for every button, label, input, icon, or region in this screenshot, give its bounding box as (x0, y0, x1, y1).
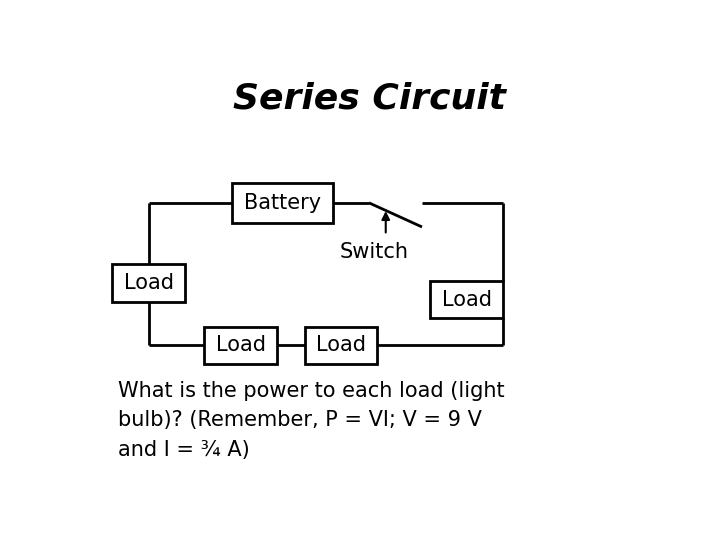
Bar (204, 327, 277, 364)
Text: Load: Load (216, 335, 266, 355)
Text: What is the power to each load (light
bulb)? (Remember, P = VI; V = 9 V
and I = : What is the power to each load (light bu… (118, 381, 505, 460)
Text: Battery: Battery (244, 193, 321, 213)
Text: Load: Load (316, 335, 366, 355)
Text: Load: Load (441, 290, 492, 310)
Text: Switch: Switch (340, 241, 409, 261)
Text: Series Circuit: Series Circuit (233, 82, 505, 116)
Bar (305, 327, 377, 364)
Text: Load: Load (124, 273, 174, 293)
Bar (431, 281, 503, 319)
Bar (233, 183, 333, 223)
Bar (112, 265, 185, 302)
